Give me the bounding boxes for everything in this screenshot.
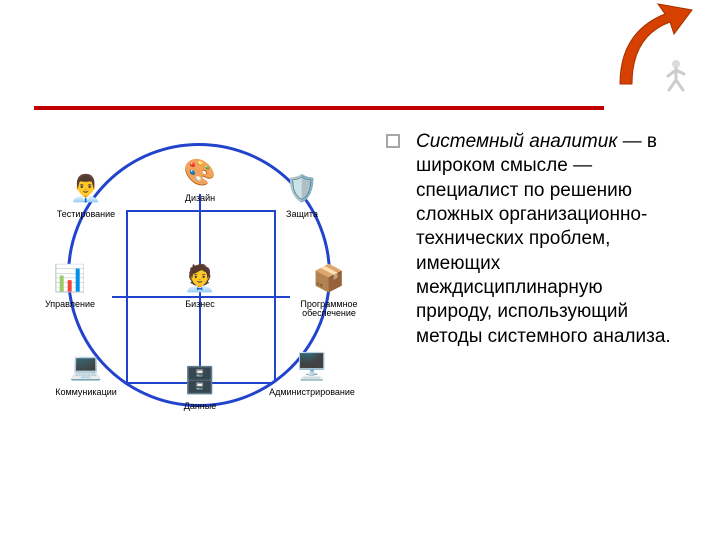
node-security: 🛡️ Защита	[262, 168, 342, 219]
grid-line	[126, 210, 128, 382]
definition-text: Системный аналитик — в широком смысле — …	[416, 130, 684, 420]
node-software: 📦 Программноеобеспечение	[284, 258, 374, 319]
dash: —	[617, 131, 647, 152]
laptop-icon: 💻	[66, 346, 106, 386]
node-label: Управление	[45, 300, 95, 309]
node-label: Коммуникации	[55, 388, 117, 397]
content-row: 👨‍💼 Тестирование 🎨 Дизайн 🛡️ Защита 📊 Уп…	[34, 130, 684, 420]
design-icon: 🎨	[180, 152, 220, 192]
node-testing: 👨‍💼 Тестирование	[46, 168, 126, 219]
testing-icon: 👨‍💼	[66, 168, 106, 208]
node-label: Защита	[286, 210, 318, 219]
definition-body: в широком смысле — специалист по решению…	[416, 131, 671, 347]
node-label: Данные	[184, 402, 217, 411]
node-comms: 💻 Коммуникации	[46, 346, 126, 397]
title-divider	[34, 106, 604, 110]
node-label: Тестирование	[57, 210, 115, 219]
node-label: Дизайн	[185, 194, 215, 203]
roles-diagram: 👨‍💼 Тестирование 🎨 Дизайн 🛡️ Защита 📊 Уп…	[34, 130, 364, 420]
node-label: Администрирование	[269, 388, 355, 397]
node-label: Бизнес	[185, 300, 215, 309]
node-design: 🎨 Дизайн	[160, 152, 240, 203]
database-icon: 🗄️	[180, 360, 220, 400]
node-business: 🧑‍💼 Бизнес	[160, 258, 240, 309]
bullet-square	[386, 134, 400, 148]
package-icon: 📦	[309, 258, 349, 298]
corner-decoration	[610, 2, 702, 92]
node-label: Программноеобеспечение	[300, 300, 357, 319]
server-icon: 🖥️	[292, 346, 332, 386]
chart-icon: 📊	[50, 258, 90, 298]
term: Системный аналитик	[416, 131, 617, 152]
shield-icon: 🛡️	[282, 168, 322, 208]
node-management: 📊 Управление	[30, 258, 110, 309]
node-data: 🗄️ Данные	[160, 360, 240, 411]
person-icon: 🧑‍💼	[180, 258, 220, 298]
node-admin: 🖥️ Администрирование	[262, 346, 362, 397]
